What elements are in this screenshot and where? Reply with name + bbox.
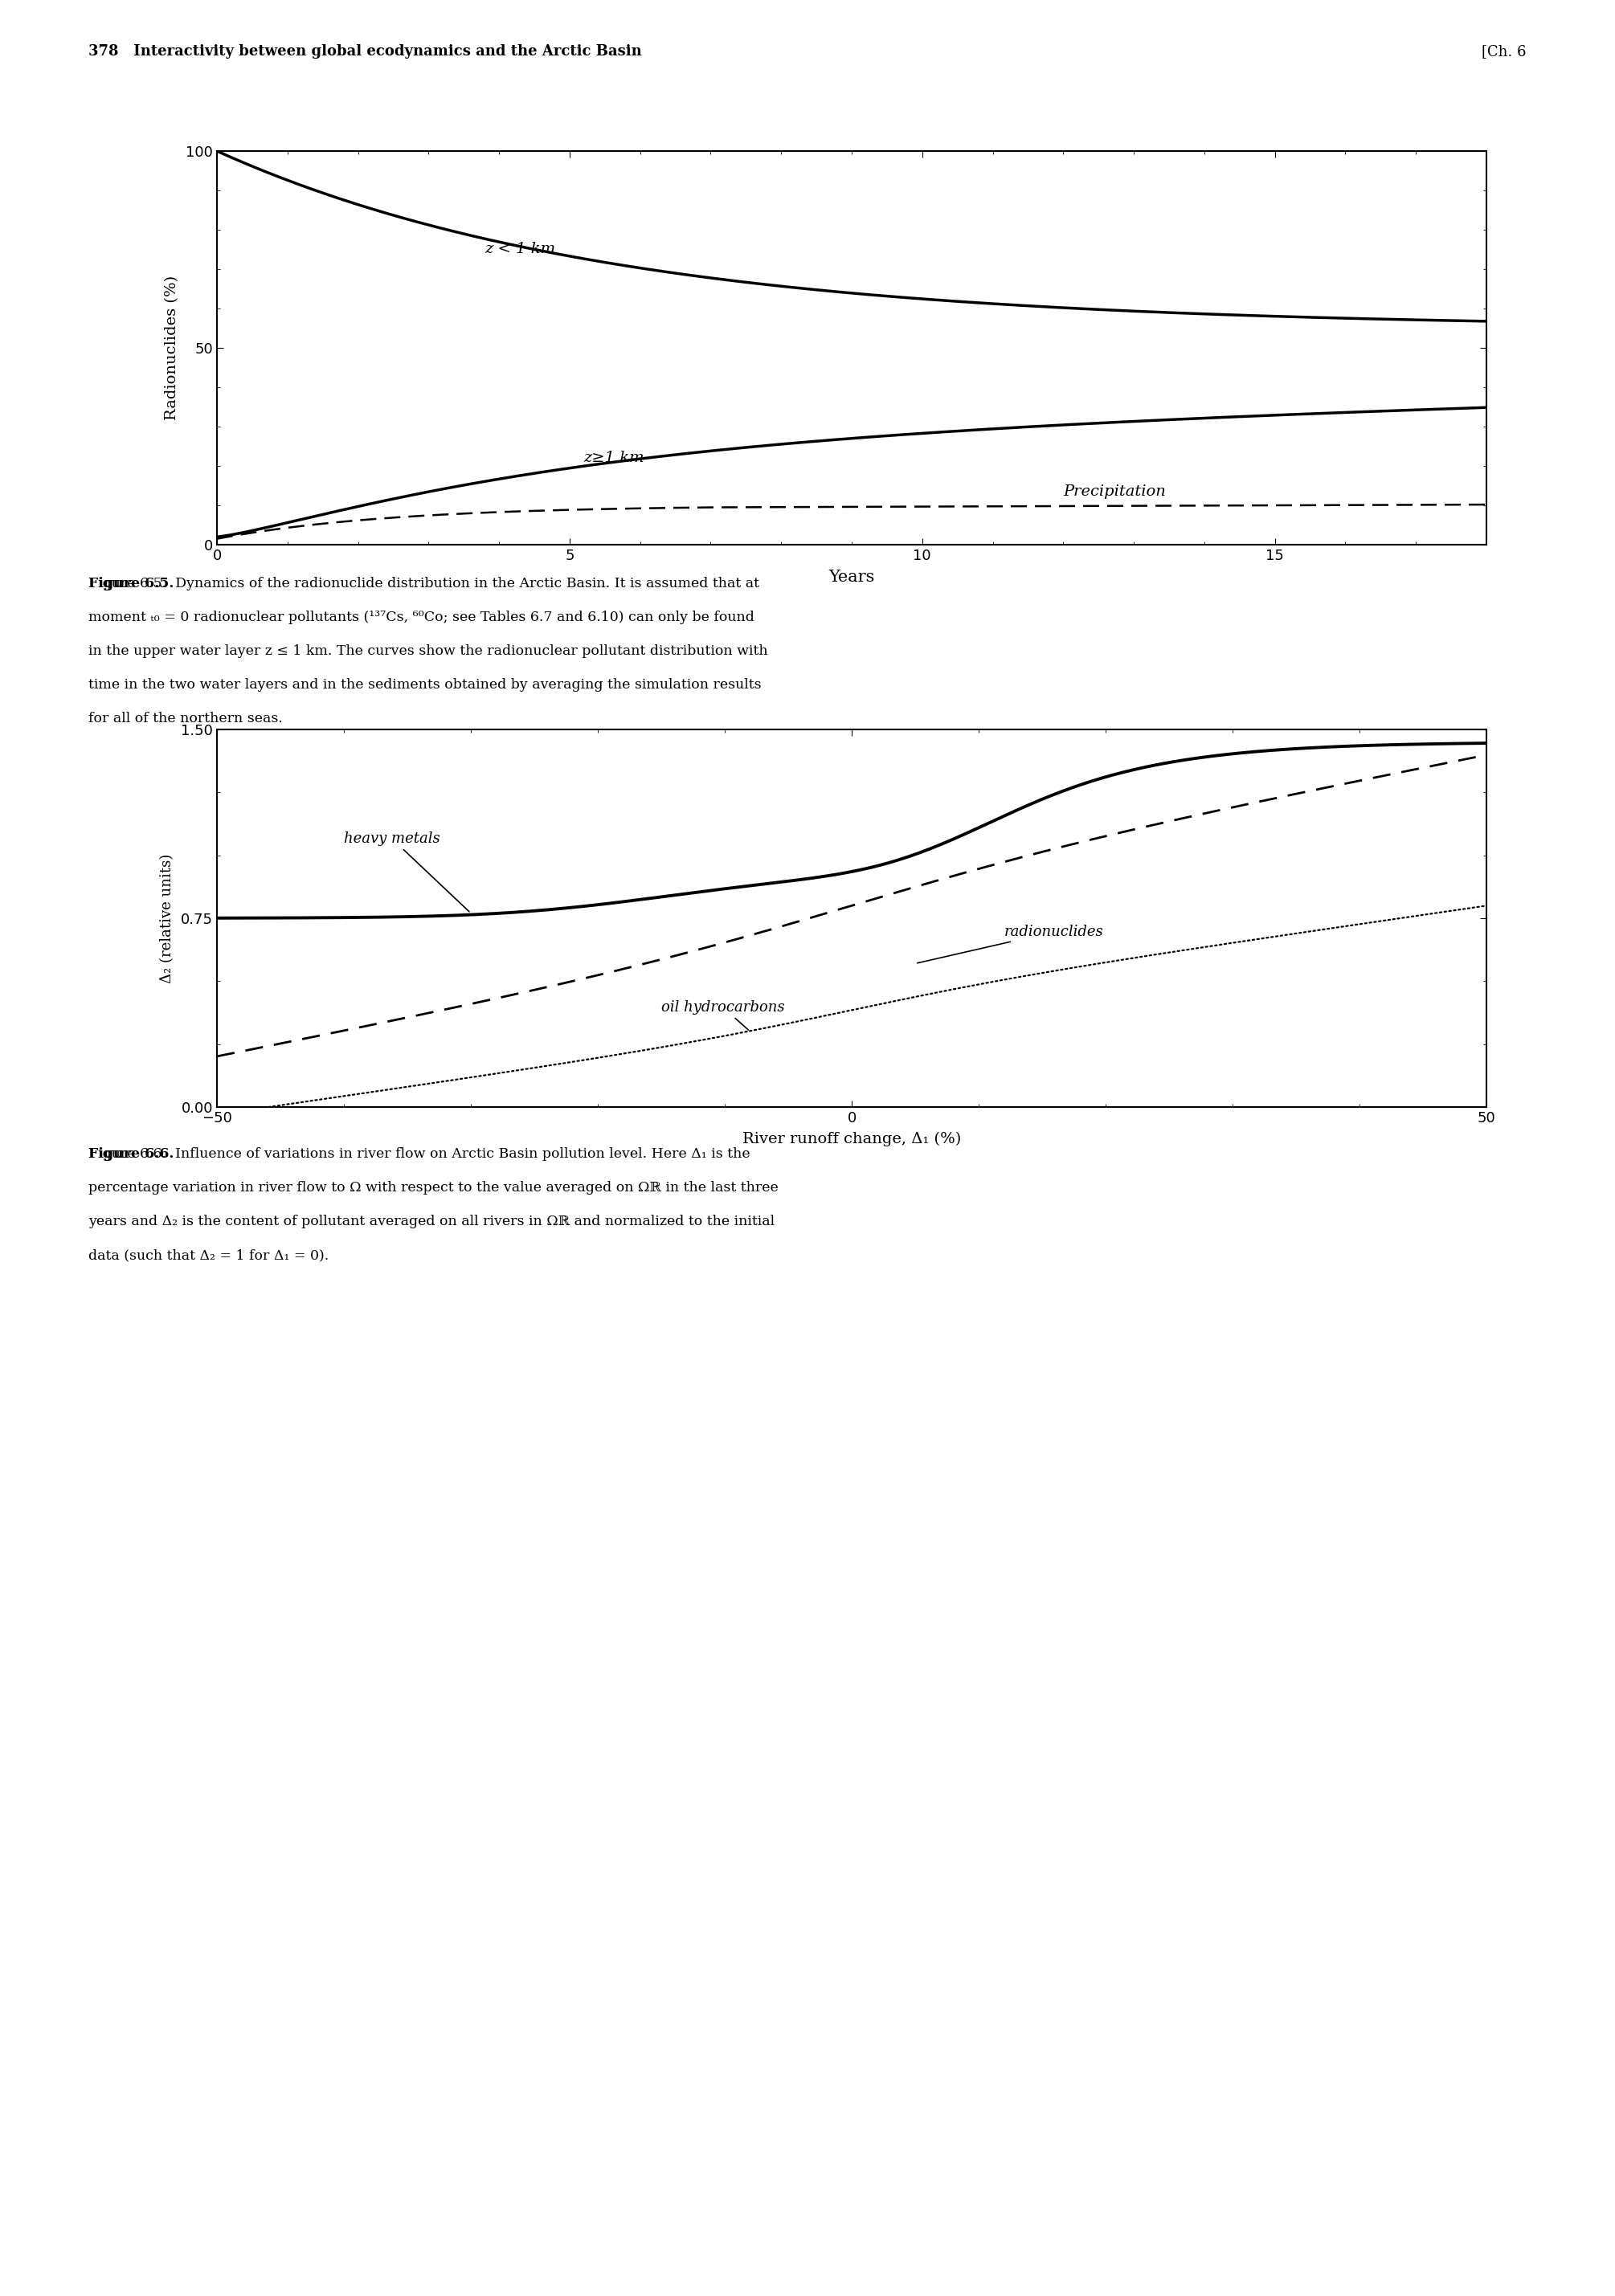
Text: oil hydrocarbons: oil hydrocarbons: [661, 1001, 785, 1031]
Text: Figure 6.6.  Influence of variations in river flow on Arctic Basin pollution lev: Figure 6.6. Influence of variations in r…: [89, 1148, 749, 1162]
Text: data (such that Δ₂ = 1 for Δ₁ = 0).: data (such that Δ₂ = 1 for Δ₁ = 0).: [89, 1249, 329, 1263]
Text: Figure 6.5.: Figure 6.5.: [89, 576, 184, 590]
Text: [Ch. 6: [Ch. 6: [1483, 44, 1526, 60]
Text: in the upper water layer z ≤ 1 km. The curves show the radionuclear pollutant di: in the upper water layer z ≤ 1 km. The c…: [89, 645, 767, 659]
Y-axis label: Radionuclides (%): Radionuclides (%): [165, 276, 179, 420]
Y-axis label: Δ₂ (relative units): Δ₂ (relative units): [160, 854, 174, 983]
Text: z < 1 km: z < 1 km: [484, 241, 556, 257]
Text: years and Δ₂ is the content of pollutant averaged on all rivers in Ωℝ and normal: years and Δ₂ is the content of pollutant…: [89, 1215, 775, 1228]
Text: time in the two water layers and in the sediments obtained by averaging the simu: time in the two water layers and in the …: [89, 677, 761, 691]
Text: moment ₜ₀ = 0 radionuclear pollutants (¹³⁷Cs, ⁶⁰Co; see Tables 6.7 and 6.10) can: moment ₜ₀ = 0 radionuclear pollutants (¹…: [89, 611, 754, 625]
X-axis label: Years: Years: [828, 569, 875, 585]
Text: 378   Interactivity between global ecodynamics and the Arctic Basin: 378 Interactivity between global ecodyna…: [89, 44, 641, 60]
Text: z≥1 km: z≥1 km: [583, 450, 644, 466]
Text: radionuclides: radionuclides: [917, 925, 1103, 962]
Text: for all of the northern seas.: for all of the northern seas.: [89, 712, 283, 726]
Text: Figure 6.6.: Figure 6.6.: [89, 1148, 184, 1162]
X-axis label: River runoff change, Δ₁ (%): River runoff change, Δ₁ (%): [743, 1132, 961, 1146]
Text: Figure 6.5.  Dynamics of the radionuclide distribution in the Arctic Basin. It i: Figure 6.5. Dynamics of the radionuclide…: [89, 576, 759, 590]
Text: Precipitation: Precipitation: [1063, 484, 1166, 498]
Text: percentage variation in river flow to Ω with respect to the value averaged on Ωℝ: percentage variation in river flow to Ω …: [89, 1180, 778, 1194]
Text: heavy metals: heavy metals: [344, 831, 470, 912]
